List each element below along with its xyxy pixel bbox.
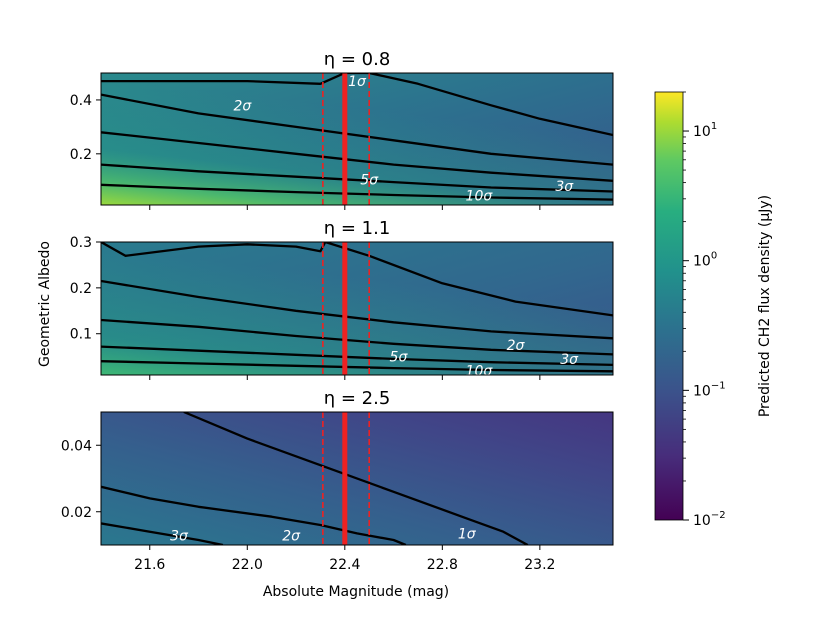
panel-title: η = 1.1 bbox=[324, 218, 391, 239]
heatmap-highlight bbox=[101, 242, 613, 375]
heatmap-highlight bbox=[101, 73, 613, 205]
y-tick-label: 0.2 bbox=[70, 281, 92, 297]
colorbar-label: Predicted CH2 flux density (μJy) bbox=[757, 195, 773, 417]
x-tick-label: 22.4 bbox=[329, 557, 360, 573]
y-axis-label: Geometric Albedo bbox=[37, 241, 53, 367]
contour-label: 1σ bbox=[348, 74, 367, 90]
y-tick-label: 0.3 bbox=[70, 235, 92, 251]
colorbar-tick-label: 100 bbox=[693, 251, 717, 270]
contour-label: 10σ bbox=[466, 363, 494, 379]
colorbar-tick-label: 10−2 bbox=[693, 510, 726, 529]
contour-label: 5σ bbox=[360, 172, 379, 188]
x-tick-label: 22.0 bbox=[232, 557, 263, 573]
contour-line bbox=[101, 485, 407, 545]
contour-label: 1σ bbox=[458, 526, 477, 542]
panel-title: η = 0.8 bbox=[324, 49, 391, 70]
contour-label: 2σ bbox=[282, 529, 301, 545]
x-tick-label: 23.2 bbox=[524, 557, 555, 573]
panel-2: 2σ 3σ 5σ 10σ η = 1.1 0.1 0.2 0.3 bbox=[70, 218, 614, 380]
contour-label: 10σ bbox=[466, 189, 494, 205]
axes-frame bbox=[100, 241, 614, 376]
y-tick-label: 0.2 bbox=[70, 147, 92, 163]
colorbar: 101 100 10−1 10−2 Predicted CH2 flux densit… bbox=[654, 91, 773, 529]
panel-1: 1σ 2σ 3σ 5σ 10σ η = 0.8 0.2 0.4 bbox=[70, 49, 614, 210]
panel-3: 1σ 2σ 3σ η = 2.5 0.02 0.04 21.6 22.0 22.4 22.8 23.… bbox=[61, 388, 614, 573]
panel-title: η = 2.5 bbox=[324, 388, 391, 409]
x-axis-label: Absolute Magnitude (mag) bbox=[263, 584, 449, 600]
colorbar-gradient bbox=[654, 91, 684, 521]
axes-frame bbox=[100, 72, 614, 206]
y-tick-label: 0.04 bbox=[61, 438, 92, 454]
x-tick-label: 21.6 bbox=[134, 557, 165, 573]
contour-line bbox=[183, 412, 529, 545]
colorbar-tick-label: 10−1 bbox=[693, 380, 726, 399]
y-tick-label: 0.4 bbox=[70, 93, 92, 109]
axes-frame bbox=[100, 411, 614, 546]
contour-label: 3σ bbox=[555, 179, 574, 195]
x-tick-label: 22.8 bbox=[427, 557, 458, 573]
contour-label: 2σ bbox=[234, 98, 253, 114]
contour-label: 2σ bbox=[507, 338, 526, 354]
colorbar-tick-label: 101 bbox=[693, 121, 717, 140]
contour-label: 3σ bbox=[560, 352, 579, 368]
contour-line bbox=[101, 522, 224, 545]
contour-label: 3σ bbox=[170, 529, 189, 545]
contour-line bbox=[101, 242, 613, 317]
contour-line bbox=[101, 73, 613, 137]
y-tick-label: 0.02 bbox=[61, 505, 92, 521]
contour-label: 5σ bbox=[390, 350, 409, 366]
y-tick-label: 0.1 bbox=[70, 327, 92, 343]
